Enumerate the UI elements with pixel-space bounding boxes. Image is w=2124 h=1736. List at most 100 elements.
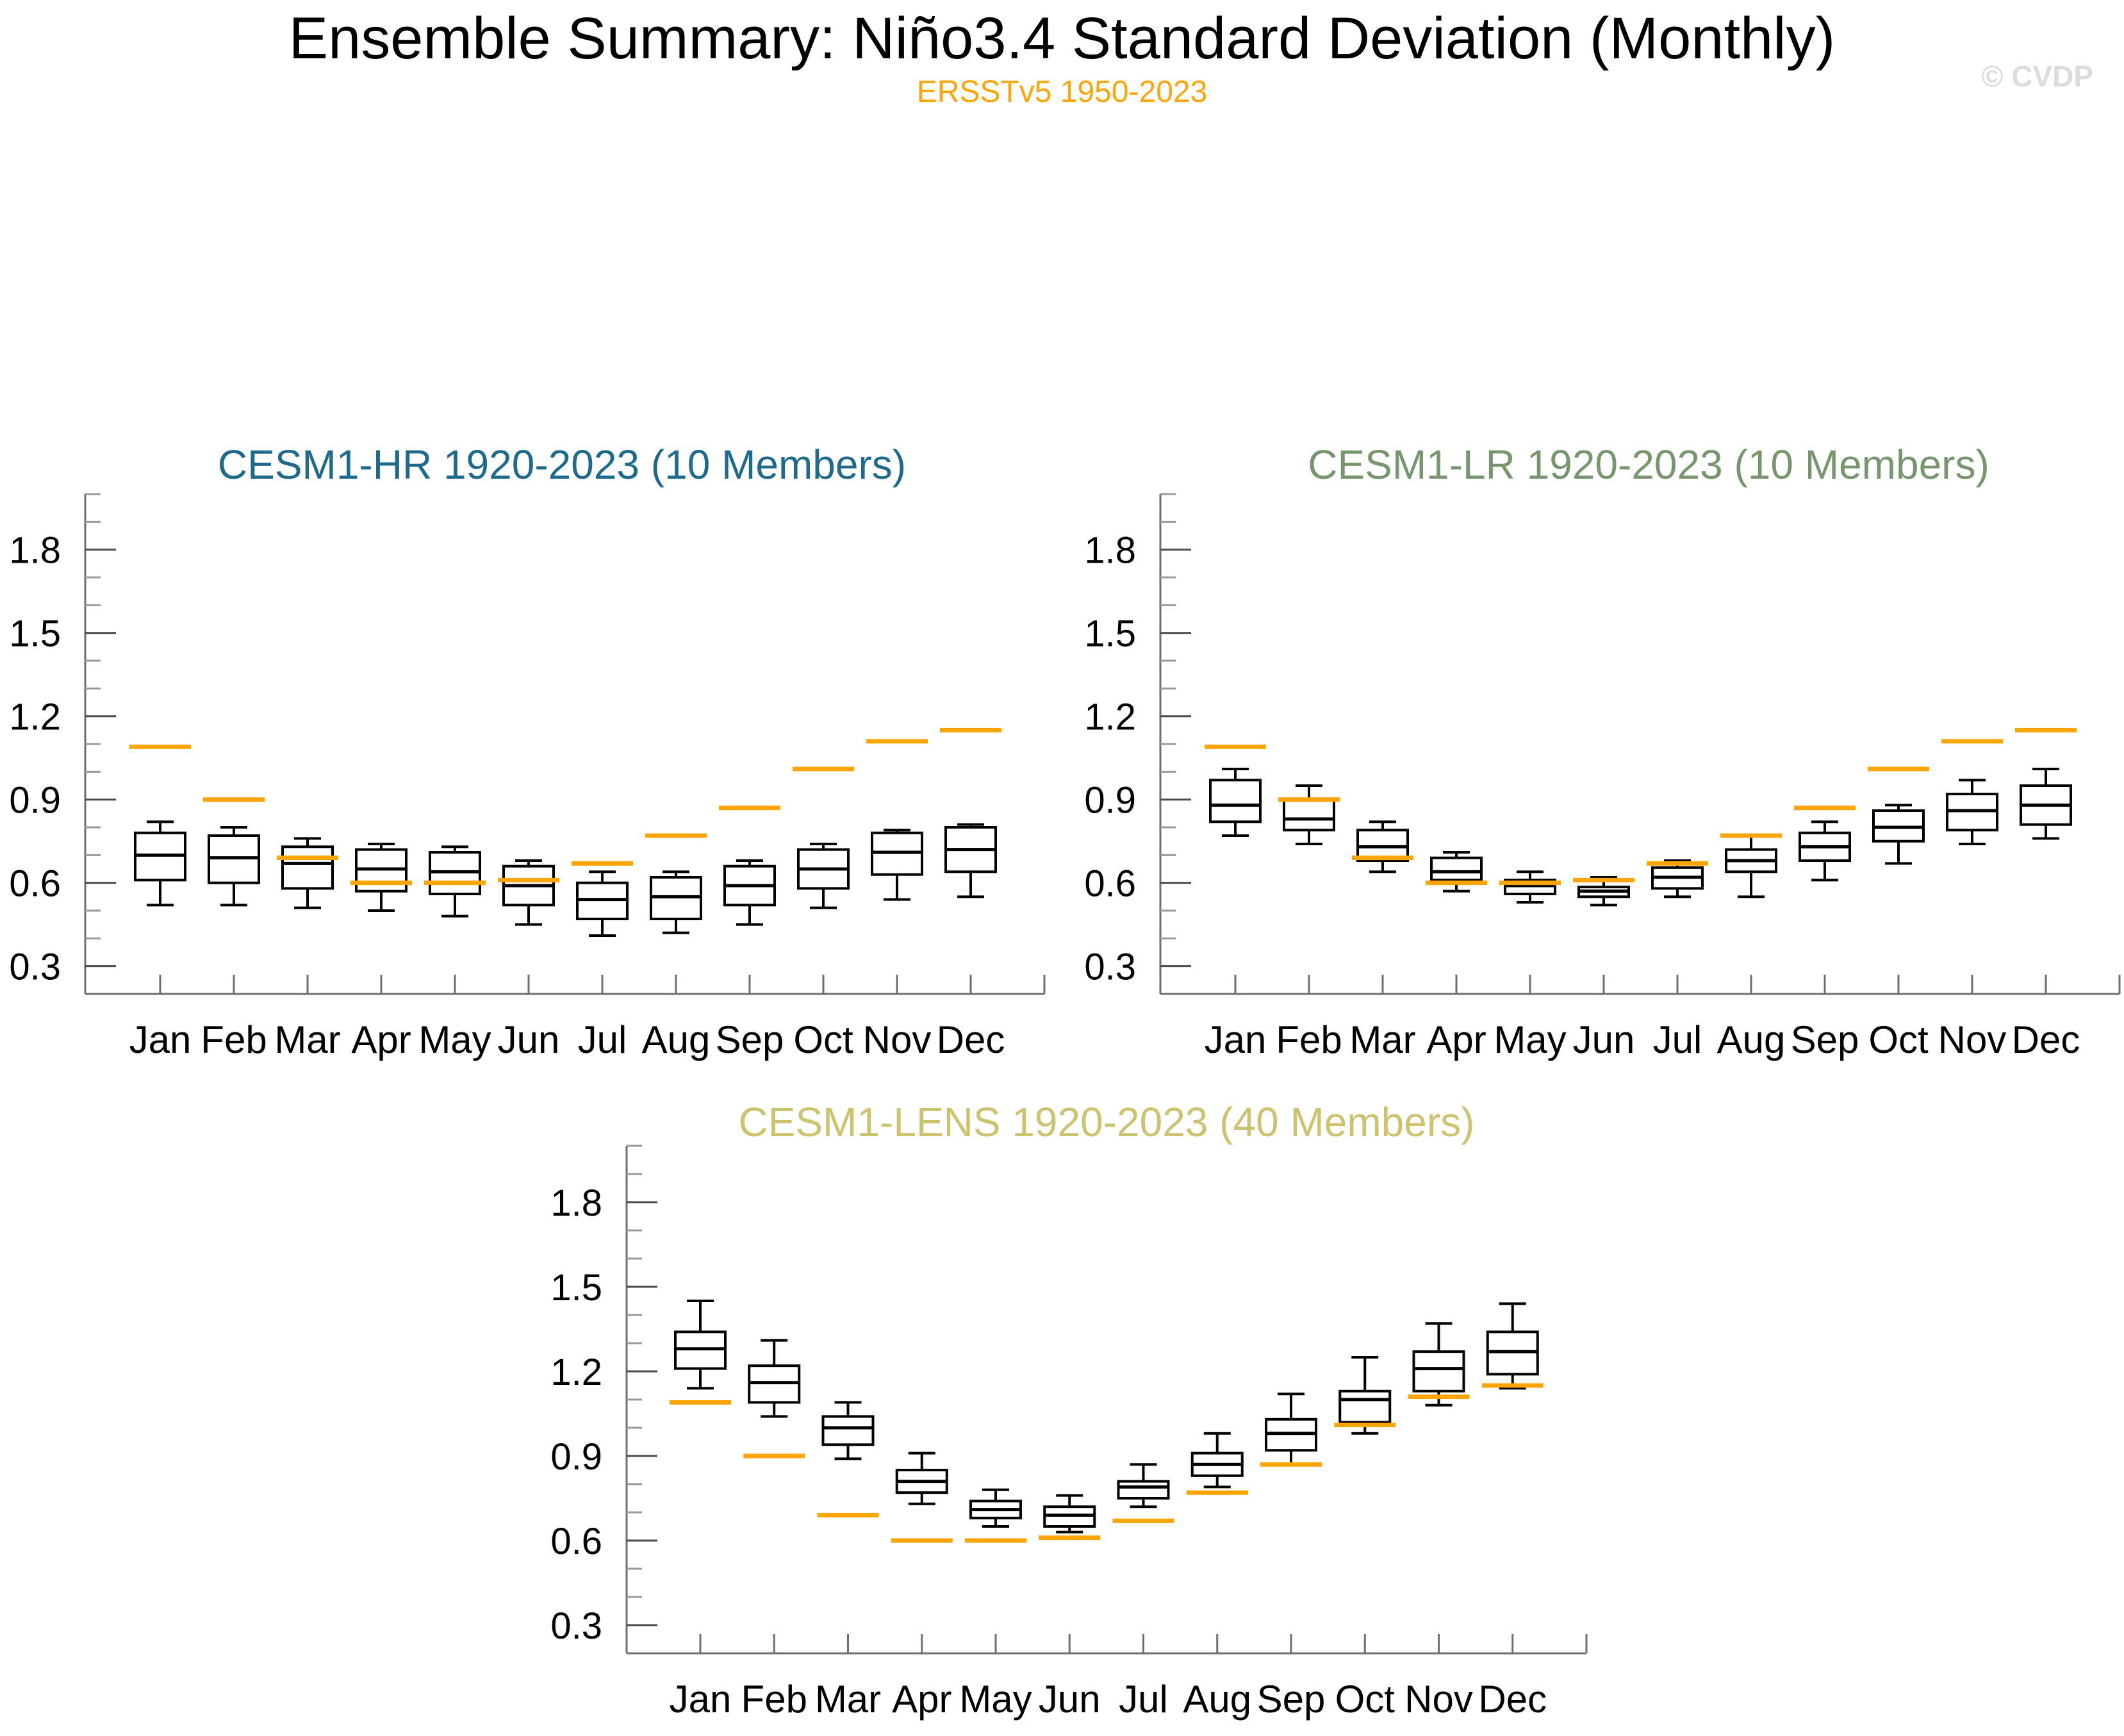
x-tick-label-dec: Dec <box>937 1018 1005 1061</box>
x-tick-label-oct: Oct <box>1335 1678 1395 1721</box>
panel-cesm1-lens: 0.3 0.6 0.9 1.2 1.5 1.8 Jan Feb Mar Apr May Jun Jul A… <box>550 1145 1588 1721</box>
y-tick-label-1.5: 1.5 <box>9 613 61 655</box>
panel-title-cesm1-lr: CESM1-LR 1920-2023 (10 Members) <box>1308 442 1989 488</box>
x-tick-label-sep: Sep <box>1257 1678 1326 1721</box>
panel-title-cesm1-hr: CESM1-HR 1920-2023 (10 Members) <box>217 442 907 488</box>
boxplot-cesm1-lr-oct <box>1872 804 1925 865</box>
boxplot-cesm1-lr-jul <box>1651 859 1704 898</box>
x-tick-label-apr: Apr <box>351 1018 411 1061</box>
x-tick-label-jul: Jul <box>578 1018 627 1061</box>
boxplot-cesm1-lr-jun <box>1577 876 1630 907</box>
boxplot-cesm1-lr-jan <box>1209 768 1262 838</box>
y-tick-label-0.9: 0.9 <box>1084 780 1136 822</box>
x-tick-label-jul: Jul <box>1119 1678 1168 1721</box>
obs-subtitle: ERSSTv5 1950-2023 <box>916 75 1208 109</box>
x-tick-label-jun: Jun <box>498 1018 560 1061</box>
boxplot-cesm1-hr-nov <box>871 829 923 901</box>
y-tick-label-1.2: 1.2 <box>550 1352 602 1393</box>
cvdp-watermark: © CVDP <box>1981 60 2093 93</box>
x-tick-label-jan: Jan <box>670 1678 732 1721</box>
x-tick-label-nov: Nov <box>1938 1018 2007 1061</box>
boxplot-cesm1-hr-apr <box>355 843 408 913</box>
boxplot-cesm1-lr-dec <box>2020 768 2072 840</box>
page-title: Ensemble Summary: Niño3.4 Standard Devia… <box>288 6 1836 71</box>
x-tick-label-nov: Nov <box>1404 1678 1473 1721</box>
boxplot-cesm1-lr-may <box>1504 870 1556 904</box>
boxplot-cesm1-lens-jul <box>1117 1463 1170 1509</box>
boxplot-cesm1-lens-feb <box>748 1339 801 1418</box>
boxplot-cesm1-lr-aug <box>1725 834 1777 898</box>
x-tick-label-jul: Jul <box>1653 1018 1702 1061</box>
boxplot-cesm1-lr-apr <box>1430 851 1483 893</box>
x-tick-label-sep: Sep <box>1791 1018 1859 1061</box>
iqr-box <box>1283 798 1335 832</box>
panel-cesm1-lr: 0.3 0.6 0.9 1.2 1.5 1.8 Jan Feb Mar Apr May Jun Jul A… <box>1084 493 2121 1061</box>
x-tick-label-jun: Jun <box>1573 1018 1635 1061</box>
boxplot-cesm1-hr-oct <box>797 843 850 909</box>
boxplot-cesm1-lens-dec <box>1486 1302 1539 1390</box>
boxplot-cesm1-lr-mar <box>1356 820 1409 873</box>
x-tick-label-mar: Mar <box>274 1018 340 1061</box>
boxplot-cesm1-hr-mar <box>281 837 334 909</box>
boxplot-cesm1-lens-apr <box>895 1451 948 1505</box>
y-tick-label-0.9: 0.9 <box>9 780 61 822</box>
boxplot-cesm1-hr-dec <box>944 823 997 898</box>
x-tick-label-dec: Dec <box>2012 1018 2080 1061</box>
y-tick-label-1.8: 1.8 <box>550 1182 602 1224</box>
y-tick-label-0.6: 0.6 <box>9 863 61 905</box>
boxplot-cesm1-lens-may <box>969 1488 1022 1528</box>
x-tick-label-oct: Oct <box>793 1018 853 1061</box>
boxplot-cesm1-hr-sep <box>723 859 776 926</box>
x-tick-label-may: May <box>418 1018 491 1061</box>
iqr-box <box>1338 1389 1392 1424</box>
x-tick-label-feb: Feb <box>201 1018 267 1061</box>
y-tick-label-0.6: 0.6 <box>550 1521 602 1562</box>
x-tick-label-apr: Apr <box>1426 1018 1486 1061</box>
y-tick-label-0.3: 0.3 <box>550 1605 602 1647</box>
boxplot-cesm1-lr-sep <box>1799 820 1851 882</box>
iqr-box <box>1412 1350 1465 1393</box>
x-tick-label-may: May <box>959 1678 1032 1721</box>
iqr-box <box>281 845 334 890</box>
boxplot-cesm1-lens-mar <box>821 1401 875 1460</box>
boxplot-cesm1-lens-aug <box>1190 1432 1244 1489</box>
x-tick-label-feb: Feb <box>741 1678 807 1721</box>
boxplot-cesm1-lens-oct <box>1338 1356 1392 1435</box>
y-tick-label-1.5: 1.5 <box>550 1267 602 1309</box>
x-tick-label-jan: Jan <box>1205 1018 1267 1061</box>
x-tick-label-jan: Jan <box>129 1018 192 1061</box>
y-tick-label-1.8: 1.8 <box>1084 530 1136 572</box>
y-tick-label-0.3: 0.3 <box>9 947 61 988</box>
boxplot-cesm1-lr-feb <box>1283 784 1335 846</box>
panel-cesm1-hr: 0.3 0.6 0.9 1.2 1.5 1.8 Jan Feb Mar Apr May Jun Jul A… <box>9 493 1046 1061</box>
boxplot-cesm1-lens-sep <box>1265 1393 1317 1466</box>
y-tick-label-1.5: 1.5 <box>1084 613 1136 655</box>
y-tick-label-0.6: 0.6 <box>1084 863 1136 905</box>
panel-title-cesm1-lens: CESM1-LENS 1920-2023 (40 Members) <box>738 1099 1475 1145</box>
iqr-box <box>1209 779 1262 823</box>
x-tick-label-aug: Aug <box>642 1018 711 1061</box>
iqr-box <box>1117 1480 1170 1500</box>
y-tick-label-0.9: 0.9 <box>550 1436 602 1478</box>
x-tick-label-nov: Nov <box>863 1018 932 1061</box>
iqr-box <box>1430 856 1483 882</box>
y-tick-label-1.8: 1.8 <box>9 530 61 572</box>
boxplot-cesm1-hr-aug <box>650 870 702 934</box>
y-tick-label-1.2: 1.2 <box>1084 697 1136 738</box>
boxplot-cesm1-hr-feb <box>208 826 260 907</box>
x-tick-label-feb: Feb <box>1276 1018 1342 1061</box>
iqr-box <box>821 1415 875 1446</box>
boxplot-cesm1-lens-jun <box>1043 1494 1096 1533</box>
x-tick-label-apr: Apr <box>892 1678 951 1721</box>
y-tick-label-0.3: 0.3 <box>1084 947 1136 988</box>
boxplot-cesm1-hr-may <box>429 845 481 918</box>
x-tick-label-mar: Mar <box>815 1678 881 1721</box>
x-tick-label-aug: Aug <box>1717 1018 1786 1061</box>
x-tick-label-jun: Jun <box>1039 1678 1101 1721</box>
x-tick-label-dec: Dec <box>1478 1678 1547 1721</box>
x-tick-label-oct: Oct <box>1868 1018 1929 1061</box>
x-tick-label-mar: Mar <box>1349 1018 1415 1061</box>
x-tick-label-aug: Aug <box>1183 1678 1251 1721</box>
boxplot-cesm1-hr-jul <box>576 870 629 938</box>
